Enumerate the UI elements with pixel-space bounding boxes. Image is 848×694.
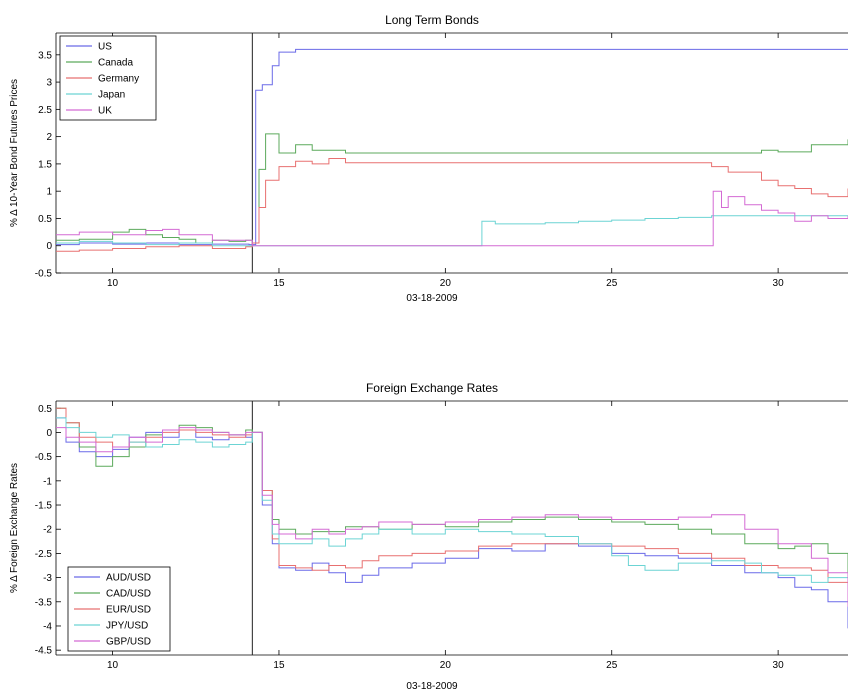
y-tick-label: 2.5 xyxy=(38,105,52,116)
series-line-jpy-usd xyxy=(56,417,848,593)
legend-label-gbp-usd: GBP/USD xyxy=(106,637,151,648)
legend-label-aud-usd: AUD/USD xyxy=(106,573,151,584)
legend-label-eur-usd: EUR/USD xyxy=(106,605,151,616)
y-tick-label: 0.5 xyxy=(38,404,52,415)
series-group xyxy=(56,48,848,252)
y-tick-label: -0.5 xyxy=(35,269,53,280)
x-axis-label: 03-18-2009 xyxy=(406,293,458,304)
y-axis-label: % Δ 10-Year Bond Futures Prices xyxy=(9,79,20,227)
chart-title: Long Term Bonds xyxy=(385,13,479,27)
legend-label-uk: UK xyxy=(98,106,112,117)
y-tick-label: -3 xyxy=(43,573,52,584)
y-tick-label: -2.5 xyxy=(35,549,53,560)
legend-label-germany: Germany xyxy=(98,74,139,85)
x-tick-label: 30 xyxy=(773,278,785,289)
y-tick-label: 0.5 xyxy=(38,214,52,225)
legend-label-japan: Japan xyxy=(98,90,125,101)
legend-label-us: US xyxy=(98,42,112,53)
series-line-japan xyxy=(56,215,848,247)
series-line-germany xyxy=(56,158,848,252)
y-tick-label: 0 xyxy=(46,428,52,439)
series-line-eur-usd xyxy=(56,407,848,593)
x-tick-label: 10 xyxy=(107,278,119,289)
x-tick-label: 25 xyxy=(606,278,618,289)
y-tick-label: 3 xyxy=(46,78,52,89)
x-tick-label: 30 xyxy=(773,660,785,671)
y-tick-label: 1.5 xyxy=(38,159,52,170)
series-group xyxy=(56,407,848,629)
x-tick-label: 15 xyxy=(273,660,285,671)
chart-title: Foreign Exchange Rates xyxy=(366,381,498,395)
y-tick-label: -0.5 xyxy=(35,452,53,463)
x-tick-label: 15 xyxy=(273,278,285,289)
series-line-uk xyxy=(56,190,848,247)
y-tick-label: -1.5 xyxy=(35,501,53,512)
foreign-exchange-rates-panel: Foreign Exchange Rates 03-18-2009 % Δ Fo… xyxy=(9,381,848,692)
x-tick-label: 20 xyxy=(440,278,452,289)
series-line-aud-usd xyxy=(56,417,848,629)
series-line-gbp-usd xyxy=(56,427,848,607)
y-tick-label: -4 xyxy=(43,621,52,632)
legend-label-cad-usd: CAD/USD xyxy=(106,589,151,600)
series-line-canada xyxy=(56,133,848,244)
y-tick-label: 2 xyxy=(46,132,52,143)
y-tick-label: -2 xyxy=(43,525,52,536)
y-tick-label: -1 xyxy=(43,476,52,487)
y-tick-label: -4.5 xyxy=(35,646,53,657)
x-axis-label: 03-18-2009 xyxy=(406,681,458,692)
legend-label-jpy-usd: JPY/USD xyxy=(106,621,148,632)
x-tick-label: 10 xyxy=(107,660,119,671)
series-line-us xyxy=(56,48,848,246)
long-term-bonds-panel: Long Term Bonds 03-18-2009 % Δ 10-Year B… xyxy=(9,13,848,304)
x-tick-label: 25 xyxy=(606,660,618,671)
y-tick-label: 3.5 xyxy=(38,50,52,61)
legend-label-canada: Canada xyxy=(98,58,133,69)
y-tick-label: -3.5 xyxy=(35,597,53,608)
y-tick-label: 1 xyxy=(46,187,52,198)
x-tick-label: 20 xyxy=(440,660,452,671)
y-axis-label: % Δ Foreign Exchange Rates xyxy=(9,463,20,593)
y-tick-label: 0 xyxy=(46,241,52,252)
series-line-cad-usd xyxy=(56,407,848,593)
